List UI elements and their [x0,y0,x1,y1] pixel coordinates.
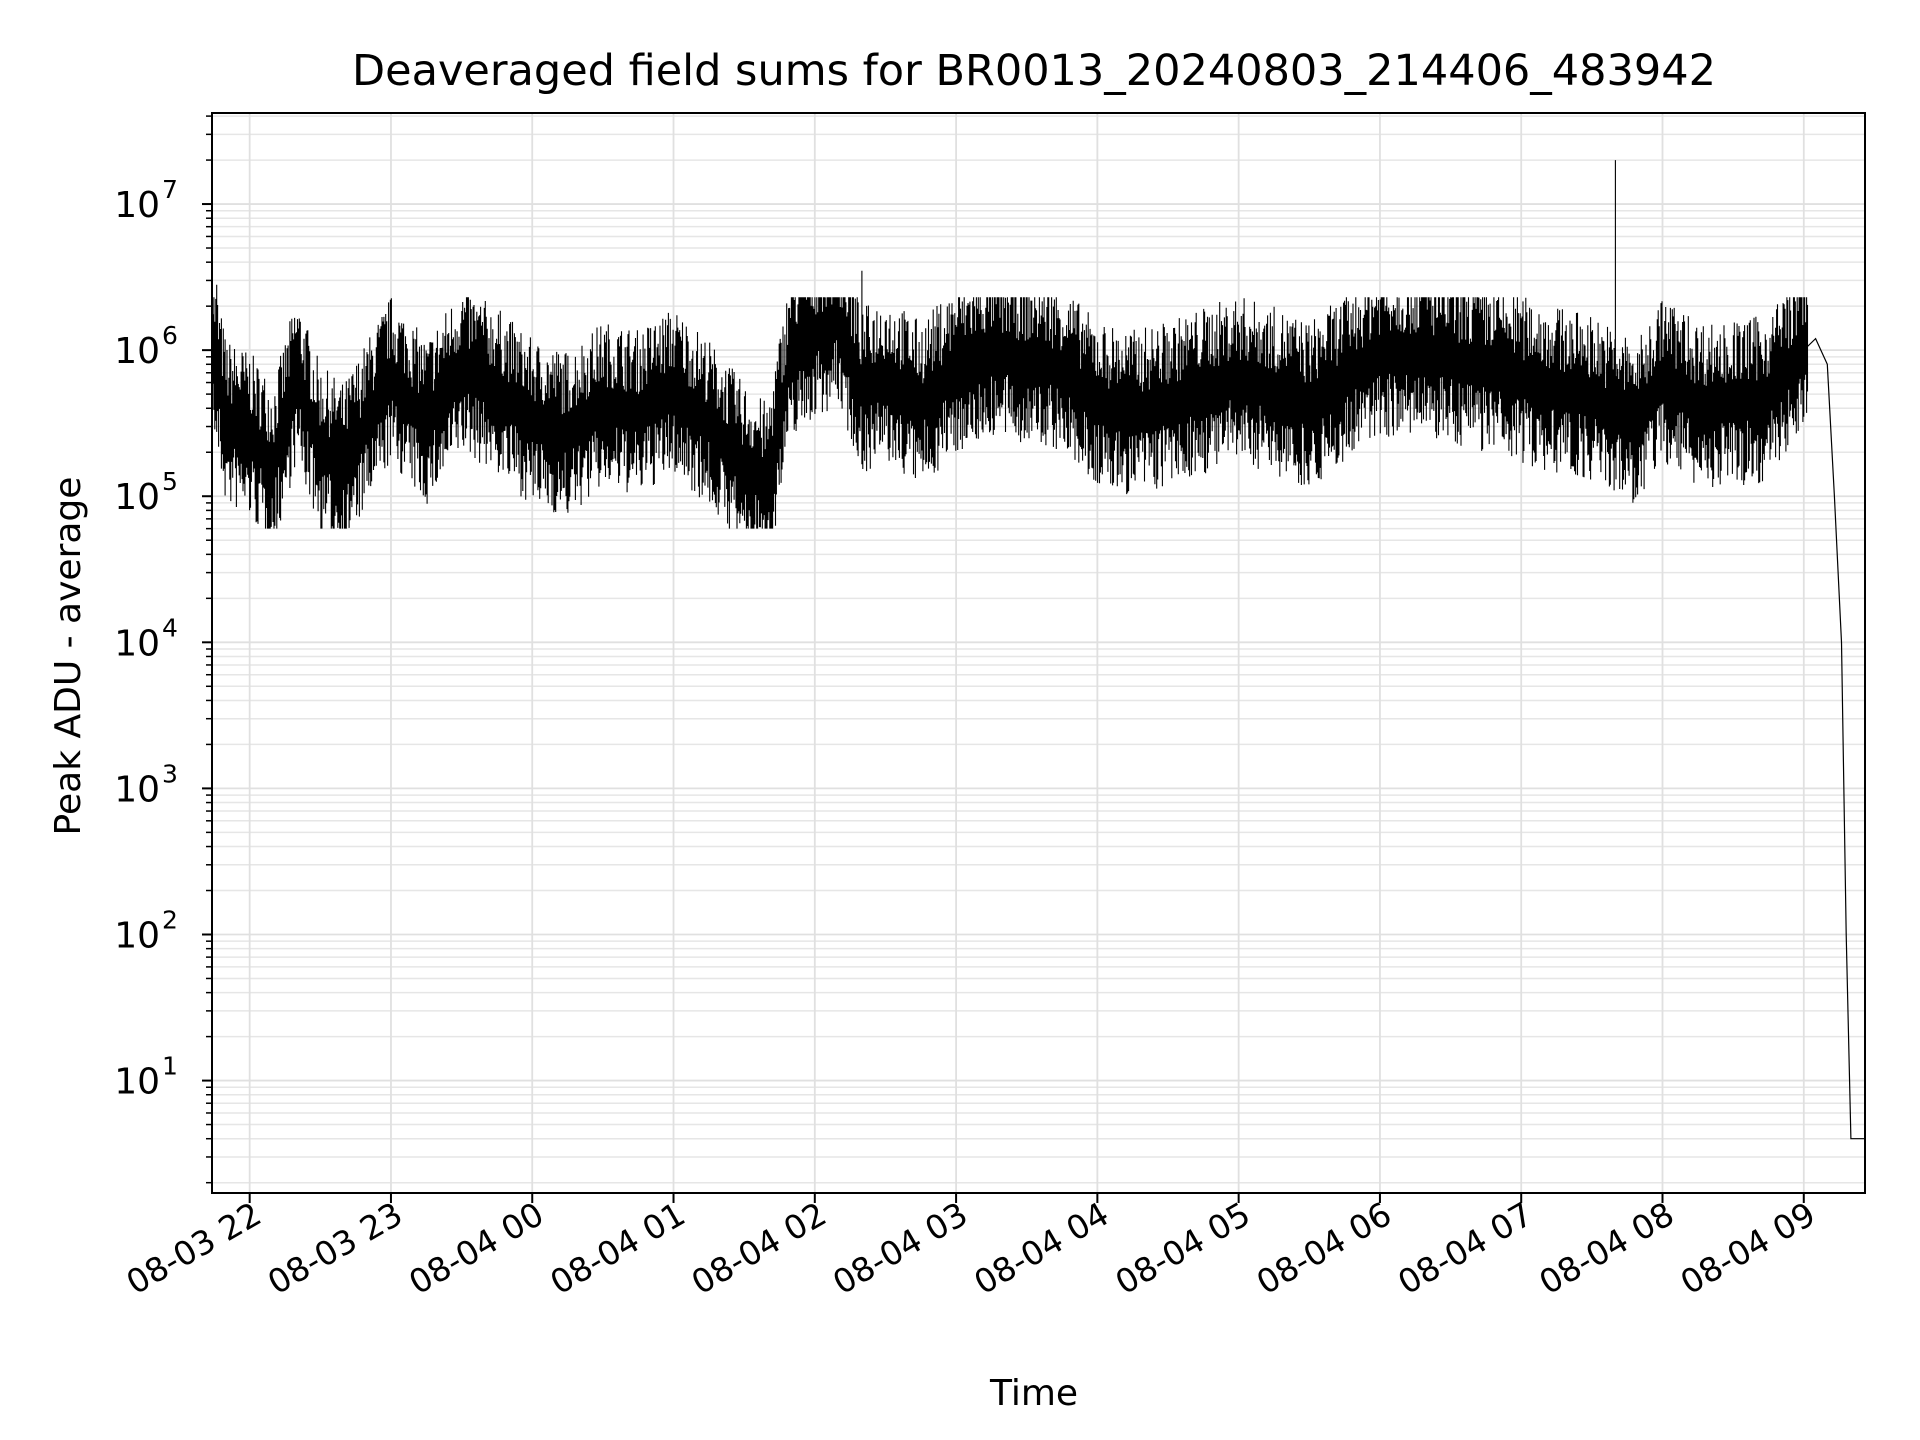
x-axis-label: Time [989,1373,1078,1414]
y-tick-label-exponent: 7 [162,175,178,204]
y-tick-label-exponent: 4 [162,613,178,642]
y-tick-label-exponent: 5 [162,467,178,496]
series-line [211,323,1865,1140]
y-tick-label: 10 [114,769,160,810]
y-tick-label-exponent: 1 [162,1052,178,1081]
y-tick-label: 10 [114,1062,160,1103]
y-tick-label: 10 [114,477,160,518]
y-axis-label: Peak ADU - average [48,477,89,836]
y-tick-label: 10 [114,331,160,372]
plot-frame [211,112,1866,1194]
grid [212,113,1865,1193]
y-tick-label: 10 [114,623,160,664]
y-tick-label: 10 [114,915,160,956]
y-tick-label-exponent: 6 [162,321,178,350]
y-tick-label-exponent: 2 [162,905,178,934]
chart-title: Deaveraged field sums for BR0013_2024080… [352,46,1716,96]
y-tick-label-exponent: 3 [162,759,178,788]
y-tick-label: 10 [114,185,160,226]
